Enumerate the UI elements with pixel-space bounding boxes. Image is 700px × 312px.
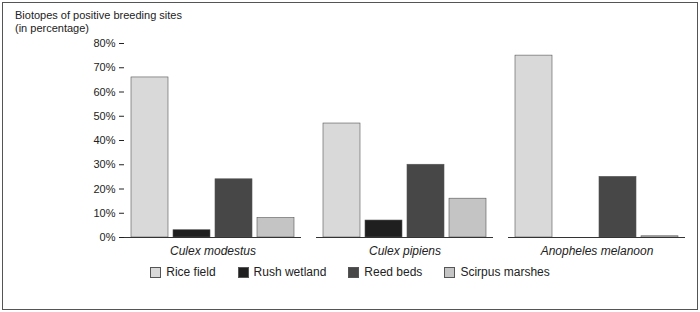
svg-text:20%: 20%	[93, 183, 115, 195]
svg-text:Anopheles melanoon: Anopheles melanoon	[540, 244, 654, 258]
svg-text:10%: 10%	[93, 207, 115, 219]
svg-text:Culex pipiens: Culex pipiens	[369, 244, 441, 258]
svg-text:40%: 40%	[93, 134, 115, 146]
html-text:Rush wetland: Rush wetland	[253, 265, 327, 279]
svg-text:0%: 0%	[100, 231, 116, 243]
svg-text:Culex modestus: Culex modestus	[170, 244, 256, 258]
svg-text:80%: 80%	[93, 37, 115, 49]
html-text:Biotopes of positive breeding: Biotopes of positive breeding sites (in …	[15, 9, 182, 34]
html-text:Rice field: Rice field	[166, 265, 216, 279]
html-text:Reed beds: Reed beds	[364, 265, 423, 279]
svg-text:50%: 50%	[93, 110, 115, 122]
html-text:Scirpus marshes: Scirpus marshes	[460, 265, 550, 279]
svg-text:30%: 30%	[93, 158, 115, 170]
svg-text:70%: 70%	[93, 61, 115, 73]
svg-text:60%: 60%	[93, 86, 115, 98]
